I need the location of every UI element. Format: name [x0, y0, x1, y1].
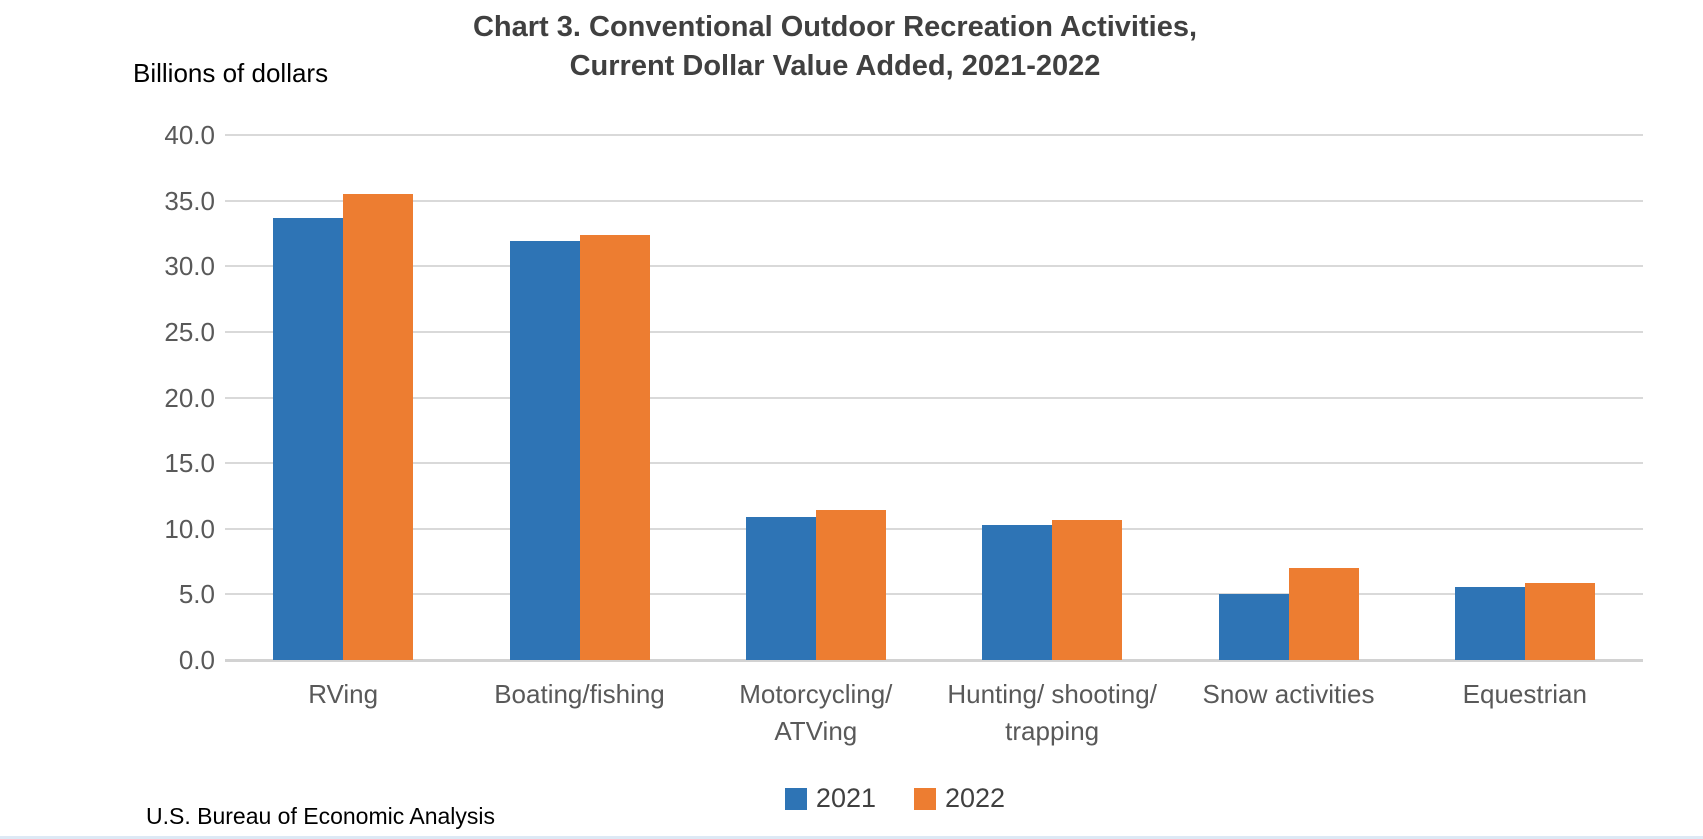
gridline: [225, 199, 1643, 202]
x-category-label-snow-activities: Snow activities: [1202, 679, 1375, 709]
bar-2022-equestrian: [1524, 582, 1595, 660]
bar-2022-motorcycling: [815, 510, 886, 660]
x-category-label-equestrian: Equestrian: [1462, 679, 1587, 709]
y-axis: 0.0 5.0 10.0 15.0 20.0 25.0 30.0 35.0 40.0: [90, 120, 215, 675]
y-tick-label: 20.0: [164, 382, 215, 413]
x-category-label-rving: RVing: [308, 679, 379, 709]
y-tick-label: 5.0: [178, 579, 215, 610]
x-axis-baseline: [225, 659, 1643, 662]
bar-2022-boating-fishing: [579, 234, 650, 660]
y-tick-label: 35.0: [164, 185, 215, 216]
bar-2021-rving: [273, 217, 344, 660]
legend-swatch-2021: [784, 787, 807, 810]
bar-2021-hunting-shooting: [982, 524, 1053, 660]
y-tick-label: 0.0: [178, 645, 215, 675]
bar-2022-snow-activities: [1288, 568, 1359, 660]
plot-area: [225, 134, 1643, 662]
gridline: [225, 527, 1643, 530]
gridline: [225, 462, 1643, 465]
legend-item-2022: 2022: [914, 785, 1005, 812]
bar-2022-rving: [343, 194, 414, 660]
legend-label-2021: 2021: [815, 783, 876, 813]
chart-title-line-2: Current Dollar Value Added, 2021-2022: [569, 50, 1101, 82]
gridline: [225, 265, 1643, 268]
gridline: [225, 396, 1643, 399]
bar-2021-boating-fishing: [509, 241, 580, 660]
gridline: [225, 134, 1643, 136]
bottom-divider-line: [0, 836, 1703, 839]
y-tick-label: 10.0: [164, 513, 215, 544]
legend-swatch-2022: [914, 787, 936, 810]
bar-2021-motorcycling: [745, 516, 816, 660]
y-axis-unit-label: Billions of dollars: [133, 58, 329, 88]
x-category-label-motorcycling: Motorcycling/ ATVing: [739, 679, 893, 746]
chart-title: Chart 3. Conventional Outdoor Recreation…: [0, 8, 1670, 86]
y-tick-label: 15.0: [164, 448, 215, 479]
legend: 2021 2022: [87, 785, 1703, 812]
bar-2021-snow-activities: [1218, 594, 1289, 660]
gridline: [225, 330, 1643, 333]
bar-2021-equestrian: [1454, 586, 1525, 660]
chart-title-line-1: Chart 3. Conventional Outdoor Recreation…: [472, 11, 1198, 43]
legend-item-2021: 2021: [784, 783, 876, 813]
bar-2022-hunting-shooting: [1052, 519, 1123, 660]
source-note: U.S. Bureau of Economic Analysis: [146, 803, 495, 829]
gridline: [225, 593, 1643, 596]
x-category-label-boating-fishing: Boating/fishing: [494, 679, 665, 709]
legend-label-2022: 2022: [945, 783, 1006, 813]
y-tick-label: 30.0: [164, 251, 215, 282]
y-tick-label: 25.0: [164, 316, 215, 347]
y-tick-label: 40.0: [164, 120, 215, 150]
x-axis: RVing Boating/fishing Motorcycling/ ATVing…: [225, 676, 1643, 756]
x-category-label-hunting-shooting: Hunting/ shooting/ trapping: [947, 679, 1157, 746]
